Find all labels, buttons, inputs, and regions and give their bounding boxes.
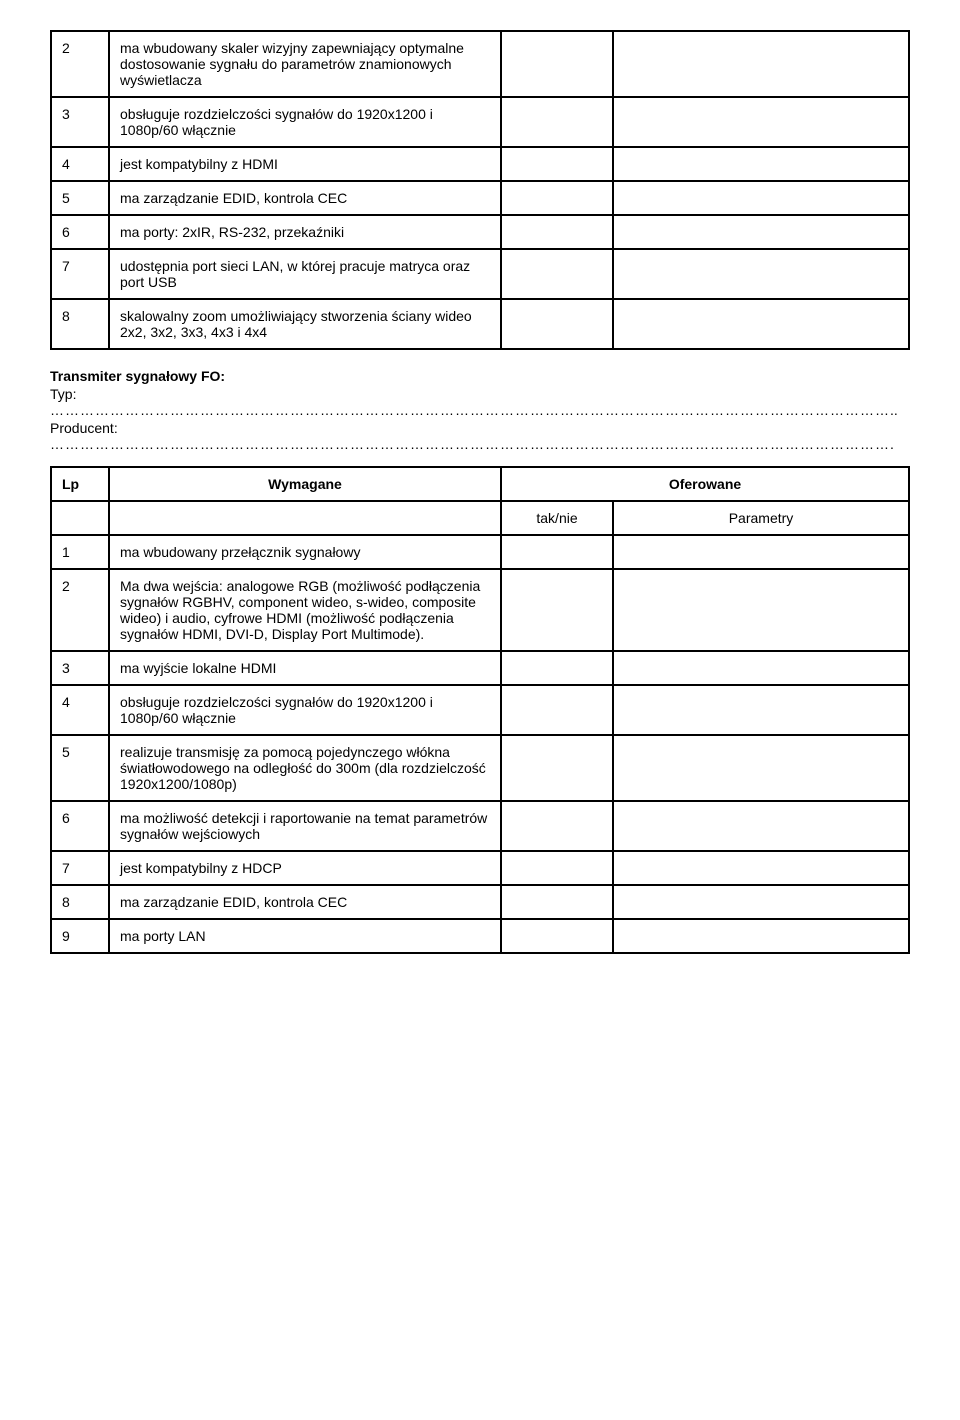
row-number: 8: [51, 299, 109, 349]
row-taknie: [501, 31, 613, 97]
row-number: 9: [51, 919, 109, 953]
row-number: 3: [51, 651, 109, 685]
row-number: 4: [51, 685, 109, 735]
table-row: 7udostępnia port sieci LAN, w której pra…: [51, 249, 909, 299]
row-taknie: [501, 885, 613, 919]
row-taknie: [501, 249, 613, 299]
header-wymagane: Wymagane: [109, 467, 501, 501]
table-row: 7jest kompatybilny z HDCP: [51, 851, 909, 885]
dots-icon: [50, 402, 890, 418]
row-parametry: [613, 97, 909, 147]
row-requirement: ma wyjście lokalne HDMI: [109, 651, 501, 685]
requirements-table-2: Lp Wymagane Oferowane tak/nie Parametry …: [50, 466, 910, 954]
row-number: 8: [51, 885, 109, 919]
table-row: 5realizuje transmisję za pomocą pojedync…: [51, 735, 909, 801]
row-parametry: [613, 215, 909, 249]
table-row: 2Ma dwa wejścia: analogowe RGB (możliwoś…: [51, 569, 909, 651]
row-requirement: skalowalny zoom umożliwiający stworzenia…: [109, 299, 501, 349]
row-parametry: [613, 919, 909, 953]
table-row: 1ma wbudowany przełącznik sygnałowy: [51, 535, 909, 569]
row-parametry: [613, 249, 909, 299]
table-row: 8ma zarządzanie EDID, kontrola CEC: [51, 885, 909, 919]
row-taknie: [501, 919, 613, 953]
table-row: 3ma wyjście lokalne HDMI: [51, 651, 909, 685]
table-row: 6ma porty: 2xIR, RS-232, przekaźniki: [51, 215, 909, 249]
row-taknie: [501, 569, 613, 651]
row-number: 6: [51, 215, 109, 249]
row-taknie: [501, 735, 613, 801]
row-taknie: [501, 651, 613, 685]
row-taknie: [501, 851, 613, 885]
row-parametry: [613, 31, 909, 97]
empty-cell: [109, 501, 501, 535]
row-requirement: udostępnia port sieci LAN, w której prac…: [109, 249, 501, 299]
row-parametry: [613, 535, 909, 569]
row-taknie: [501, 147, 613, 181]
row-number: 2: [51, 569, 109, 651]
header-parametry: Parametry: [613, 501, 909, 535]
row-parametry: [613, 851, 909, 885]
empty-cell: [51, 501, 109, 535]
row-requirement: jest kompatybilny z HDCP: [109, 851, 501, 885]
row-requirement: ma porty LAN: [109, 919, 501, 953]
typ-line: Typ:..: [50, 386, 910, 418]
table-row: 8skalowalny zoom umożliwiający stworzeni…: [51, 299, 909, 349]
table-row: 2ma wbudowany skaler wizyjny zapewniając…: [51, 31, 909, 97]
row-number: 7: [51, 851, 109, 885]
table-row: 3obsługuje rozdzielczości sygnałów do 19…: [51, 97, 909, 147]
row-taknie: [501, 215, 613, 249]
table-row: 9ma porty LAN: [51, 919, 909, 953]
row-requirement: obsługuje rozdzielczości sygnałów do 192…: [109, 685, 501, 735]
table-header-row-1: Lp Wymagane Oferowane: [51, 467, 909, 501]
row-requirement: ma zarządzanie EDID, kontrola CEC: [109, 181, 501, 215]
row-parametry: [613, 569, 909, 651]
row-requirement: ma możliwość detekcji i raportowanie na …: [109, 801, 501, 851]
table-row: 6ma możliwość detekcji i raportowanie na…: [51, 801, 909, 851]
row-number: 3: [51, 97, 109, 147]
row-number: 5: [51, 735, 109, 801]
table-row: 4jest kompatybilny z HDMI: [51, 147, 909, 181]
row-parametry: [613, 181, 909, 215]
row-taknie: [501, 535, 613, 569]
row-parametry: [613, 685, 909, 735]
section-title: Transmiter sygnałowy FO:: [50, 368, 910, 384]
row-taknie: [501, 685, 613, 735]
table-row: 5ma zarządzanie EDID, kontrola CEC: [51, 181, 909, 215]
row-parametry: [613, 735, 909, 801]
row-number: 6: [51, 801, 109, 851]
header-oferowane: Oferowane: [501, 467, 909, 501]
row-parametry: [613, 299, 909, 349]
row-requirement: ma porty: 2xIR, RS-232, przekaźniki: [109, 215, 501, 249]
row-number: 4: [51, 147, 109, 181]
row-number: 5: [51, 181, 109, 215]
row-taknie: [501, 299, 613, 349]
producent-label: Producent:: [50, 420, 118, 436]
row-requirement: obsługuje rozdzielczości sygnałów do 192…: [109, 97, 501, 147]
typ-label: Typ:: [50, 386, 76, 402]
row-parametry: [613, 147, 909, 181]
row-taknie: [501, 801, 613, 851]
row-requirement: ma wbudowany skaler wizyjny zapewniający…: [109, 31, 501, 97]
producent-line: Producent:.: [50, 420, 910, 452]
row-taknie: [501, 97, 613, 147]
row-number: 1: [51, 535, 109, 569]
table-row: 4obsługuje rozdzielczości sygnałów do 19…: [51, 685, 909, 735]
row-requirement: ma zarządzanie EDID, kontrola CEC: [109, 885, 501, 919]
row-requirement: ma wbudowany przełącznik sygnałowy: [109, 535, 501, 569]
header-taknie: tak/nie: [501, 501, 613, 535]
row-parametry: [613, 651, 909, 685]
header-lp: Lp: [51, 467, 109, 501]
row-taknie: [501, 181, 613, 215]
requirements-table-1: 2ma wbudowany skaler wizyjny zapewniając…: [50, 30, 910, 350]
table-header-row-2: tak/nie Parametry: [51, 501, 909, 535]
row-number: 2: [51, 31, 109, 97]
row-number: 7: [51, 249, 109, 299]
row-requirement: jest kompatybilny z HDMI: [109, 147, 501, 181]
row-requirement: realizuje transmisję za pomocą pojedyncz…: [109, 735, 501, 801]
row-requirement: Ma dwa wejścia: analogowe RGB (możliwość…: [109, 569, 501, 651]
row-parametry: [613, 801, 909, 851]
row-parametry: [613, 885, 909, 919]
dots-icon: [50, 436, 890, 452]
